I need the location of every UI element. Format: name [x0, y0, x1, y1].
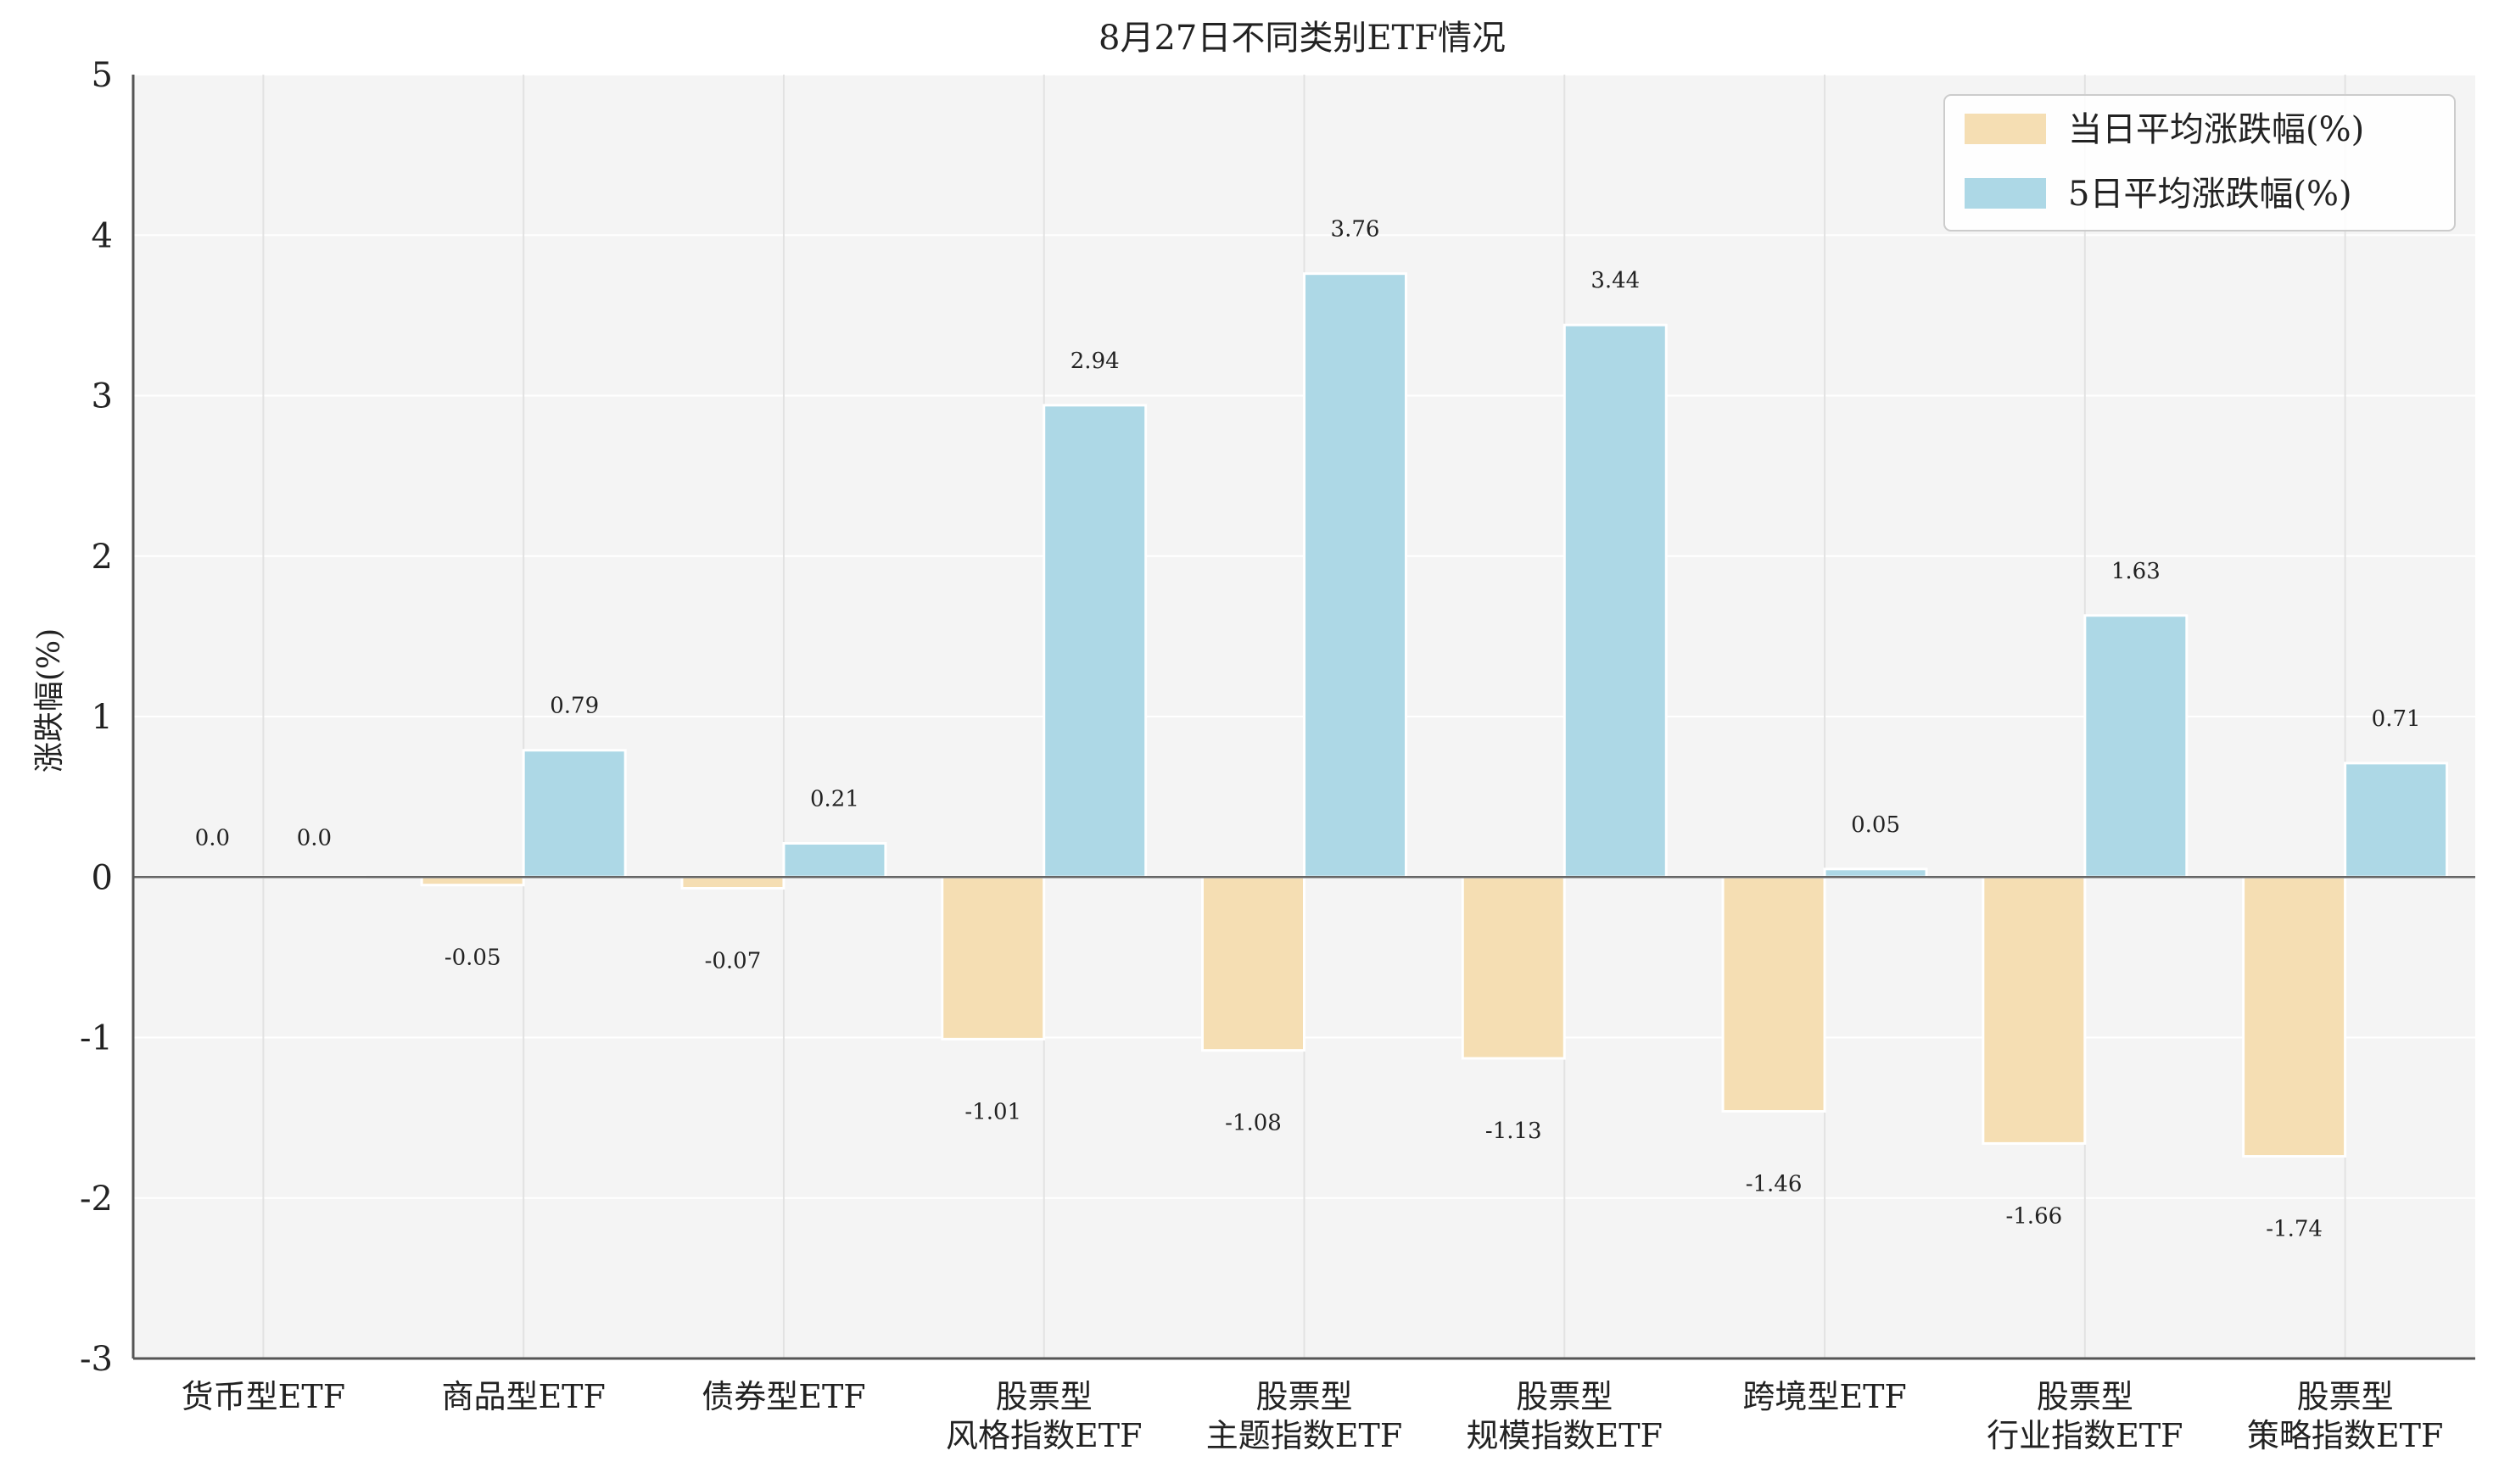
y-tick-label: 4	[92, 216, 113, 255]
x-tick-label: 商品型ETF	[441, 1378, 605, 1415]
bar-series-0-1	[422, 877, 523, 884]
bar-series-1-6	[1825, 869, 1926, 877]
x-tick-label-line: 规模指数ETF	[1467, 1417, 1663, 1454]
bar-series-1-7	[2085, 616, 2187, 877]
chart-title: 8月27日不同类别ETF情况	[1099, 19, 1506, 58]
data-label: 0.0	[297, 825, 332, 851]
data-label: 0.0	[195, 825, 230, 851]
legend-swatch-1	[1965, 178, 2046, 209]
x-tick-label-line: 行业指数ETF	[1987, 1417, 2183, 1454]
bar-series-1-2	[784, 844, 886, 878]
bar-series-1-8	[2345, 763, 2447, 877]
data-label: -1.74	[2266, 1217, 2323, 1242]
y-tick-label: 1	[92, 698, 113, 737]
x-tick-label-line: 风格指数ETF	[946, 1417, 1142, 1454]
x-tick-label: 跨境型ETF	[1742, 1378, 1906, 1415]
x-tick-label: 股票型主题指数ETF	[1206, 1378, 1402, 1454]
bar-series-0-8	[2244, 877, 2345, 1156]
data-label: 0.79	[550, 694, 599, 719]
x-tick-label: 债券型ETF	[702, 1378, 865, 1415]
legend-swatch-0	[1965, 114, 2046, 144]
data-label: 0.71	[2372, 706, 2421, 732]
data-label: 3.76	[1331, 217, 1380, 243]
data-label: 2.94	[1071, 349, 1120, 374]
x-tick-label-line: 货币型ETF	[182, 1378, 345, 1415]
bar-series-0-6	[1723, 877, 1825, 1111]
data-label: -1.46	[1746, 1172, 1803, 1197]
y-tick-label: 3	[92, 377, 113, 416]
x-tick-label-line: 商品型ETF	[441, 1378, 605, 1415]
y-tick-label: 5	[92, 56, 113, 95]
x-tick-label-line: 跨境型ETF	[1742, 1378, 1906, 1415]
x-tick-label-line: 主题指数ETF	[1206, 1417, 1402, 1454]
x-tick-label-line: 债券型ETF	[702, 1378, 865, 1415]
data-label: 3.44	[1591, 268, 1640, 293]
chart-legend: 当日平均涨跌幅(%) 5日平均涨跌幅(%)	[1944, 95, 2455, 231]
bar-series-1-1	[523, 750, 625, 878]
data-label: 0.21	[810, 787, 859, 812]
y-tick-label: -1	[80, 1019, 113, 1058]
bar-series-1-3	[1044, 405, 1146, 877]
x-tick-label-line: 股票型	[2297, 1378, 2394, 1415]
x-tick-label: 货币型ETF	[182, 1378, 345, 1415]
bar-series-1-5	[1564, 325, 1666, 877]
x-tick-label-line: 股票型	[1255, 1378, 1352, 1415]
x-tick-label-line: 股票型	[1516, 1378, 1613, 1415]
bar-series-0-3	[942, 877, 1044, 1039]
bar-series-1-4	[1305, 274, 1406, 878]
data-label: -0.07	[705, 948, 762, 974]
data-label: 1.63	[2111, 559, 2161, 584]
data-label: -0.05	[444, 946, 501, 971]
bar-series-0-2	[682, 877, 784, 888]
x-tick-label: 股票型规模指数ETF	[1467, 1378, 1663, 1454]
bar-series-0-5	[1462, 877, 1564, 1058]
x-tick-label-line: 股票型	[2037, 1378, 2133, 1415]
y-tick-label: -2	[80, 1180, 113, 1219]
data-label: 0.05	[1851, 812, 1900, 838]
x-tick-label: 股票型行业指数ETF	[1987, 1378, 2183, 1454]
data-label: -1.01	[964, 1099, 1021, 1124]
x-tick-label: 股票型策略指数ETF	[2247, 1378, 2443, 1454]
y-axis-label: 涨跌幅(%)	[32, 628, 67, 773]
y-tick-label: 0	[92, 858, 113, 897]
data-label: -1.13	[1485, 1119, 1542, 1144]
x-tick-label-line: 股票型	[996, 1378, 1093, 1415]
legend-label-1: 5日平均涨跌幅(%)	[2068, 175, 2352, 214]
x-tick-label-line: 策略指数ETF	[2247, 1417, 2443, 1454]
data-label: -1.08	[1225, 1111, 1282, 1136]
bar-series-0-4	[1203, 877, 1305, 1050]
legend-label-0: 当日平均涨跌幅(%)	[2068, 110, 2364, 149]
y-tick-label: -3	[80, 1340, 113, 1379]
y-tick-label: 2	[92, 538, 113, 577]
x-tick-label: 股票型风格指数ETF	[946, 1378, 1142, 1454]
bar-series-0-7	[1983, 877, 2085, 1143]
data-label: -1.66	[2005, 1203, 2062, 1229]
